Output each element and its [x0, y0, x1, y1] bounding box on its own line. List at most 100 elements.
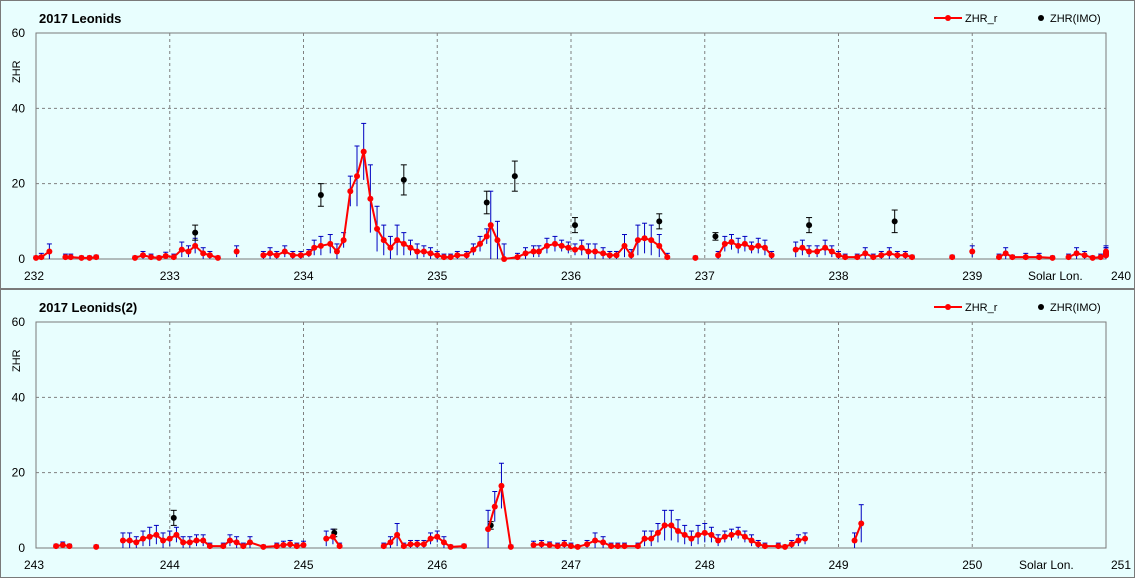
zhr-r-point — [340, 237, 347, 244]
zhr-r-series-2 — [53, 482, 865, 550]
zhr-r-point — [728, 531, 735, 538]
zhr-r-point — [33, 254, 39, 261]
zhr-r-point — [592, 537, 599, 544]
zhr-r-point — [574, 543, 581, 550]
imo-point — [192, 229, 199, 236]
y-tick-label: 60 — [12, 315, 26, 329]
zhr-r-point — [280, 541, 287, 548]
zhr-r-point — [561, 541, 568, 548]
zhr-r-point — [470, 246, 477, 253]
zhr-r-line-segment — [853, 523, 863, 541]
x-tick-label: 234 — [293, 269, 313, 283]
zhr-r-point — [530, 541, 537, 548]
zhr-r-point — [146, 533, 153, 540]
zhr-r-point — [692, 254, 699, 261]
zhr-r-point — [1097, 254, 1104, 261]
zhr-r-point — [126, 537, 133, 544]
x-tick-label: 236 — [561, 269, 581, 283]
zhr-r-point — [761, 244, 768, 251]
legend-zhr-imo-marker — [1038, 15, 1044, 21]
zhr-r-point — [568, 543, 574, 550]
zhr-r-point — [775, 543, 782, 550]
zhr-r-point — [543, 242, 550, 249]
x-axis-label-1: Solar Lon. — [1028, 269, 1083, 283]
zhr-r-point — [434, 252, 441, 259]
zhr-r-point — [180, 539, 187, 546]
zhr-r-point — [701, 529, 708, 536]
x-tick-labels-2: 243 244 245 246 247 248 249 250 251 — [24, 558, 1131, 572]
zhr-r-point — [728, 239, 735, 246]
imo-point — [572, 222, 579, 229]
chart-panel-1: 0 20 40 60 232 233 234 235 236 237 238 239 240 2017… — [0, 0, 1135, 289]
zhr-r-point — [494, 237, 501, 244]
y-tick-labels-1: 0 20 40 60 — [12, 26, 26, 266]
zhr-r-point — [878, 252, 885, 259]
zhr-r-point — [323, 535, 330, 542]
zhr-r-point — [1103, 252, 1109, 259]
zhr-r-point — [628, 252, 635, 259]
zhr-r-point — [166, 535, 173, 542]
legend-zhr-imo-marker — [1038, 304, 1044, 310]
zhr-r-point — [67, 254, 74, 261]
zhr-r-point — [240, 543, 247, 550]
zhr-r-point — [648, 535, 655, 542]
zhr-r-point — [656, 242, 663, 249]
zhr-r-point — [608, 543, 615, 550]
y-tick-label: 40 — [12, 101, 26, 115]
zhr-r-point — [634, 543, 641, 550]
zhr-r-point — [634, 237, 641, 244]
zhr-r-point — [93, 254, 100, 261]
zhr-r-point — [641, 535, 648, 542]
legend-zhr-r-label: ZHR_r — [965, 13, 998, 25]
zhr-r-point — [1065, 254, 1072, 261]
legend-2: ZHR_r ZHR(IMO) — [934, 302, 1101, 314]
zhr-r-point — [66, 543, 73, 550]
zhr-r-point — [498, 482, 505, 489]
zhr-r-point — [293, 543, 300, 550]
zhr-r-line-segment — [795, 246, 913, 259]
zhr-r-point — [1049, 254, 1056, 261]
zhr-r-point — [407, 541, 414, 548]
zhr-r-point — [148, 254, 155, 261]
zhr-r-point — [46, 248, 53, 255]
y-tick-labels-2: 0 20 40 60 — [12, 315, 26, 555]
imo-point — [317, 191, 324, 198]
zhr-r-point — [487, 222, 494, 229]
zhr-r-point — [380, 237, 387, 244]
zhr-r-point — [186, 539, 193, 546]
gridlines-2 — [36, 322, 1106, 548]
zhr-r-point — [206, 252, 213, 259]
imo-point — [712, 233, 719, 240]
zhr-r-point — [226, 537, 233, 544]
zhr-r-point — [814, 248, 821, 255]
zhr-r-point — [1002, 250, 1009, 257]
zhr-r-point — [185, 248, 192, 255]
y-axis-label-2: ZHR — [11, 349, 23, 372]
zhr-r-point — [681, 531, 688, 538]
zhr-r-point — [414, 541, 421, 548]
zhr-r-point — [886, 250, 893, 257]
x-tick-label: 249 — [828, 558, 848, 572]
zhr-r-point — [407, 244, 414, 251]
zhr-r-point — [551, 240, 558, 247]
zhr-r-point — [902, 252, 909, 259]
zhr-r-point — [748, 537, 755, 544]
zhr-r-point — [715, 252, 722, 259]
zhr-r-point — [247, 539, 253, 546]
zhr-r-point — [621, 543, 628, 550]
zhr-r-point — [721, 240, 728, 247]
y-tick-label: 20 — [12, 466, 26, 480]
zhr-r-point — [173, 531, 180, 538]
zhr-r-point — [427, 250, 434, 257]
zhr-r-point — [329, 533, 336, 540]
legend-zhr-imo-label: ZHR(IMO) — [1050, 302, 1101, 314]
zhr-r-point — [311, 244, 318, 251]
zhr-r-point — [447, 254, 454, 261]
zhr-r-point — [267, 250, 274, 257]
zhr-r-point — [59, 541, 66, 548]
zhr-r-point — [387, 244, 394, 251]
zhr-r-point — [162, 252, 169, 259]
zhr-r-point — [170, 254, 177, 261]
zhr-r-point — [93, 543, 100, 550]
zhr-r-point — [614, 543, 621, 550]
